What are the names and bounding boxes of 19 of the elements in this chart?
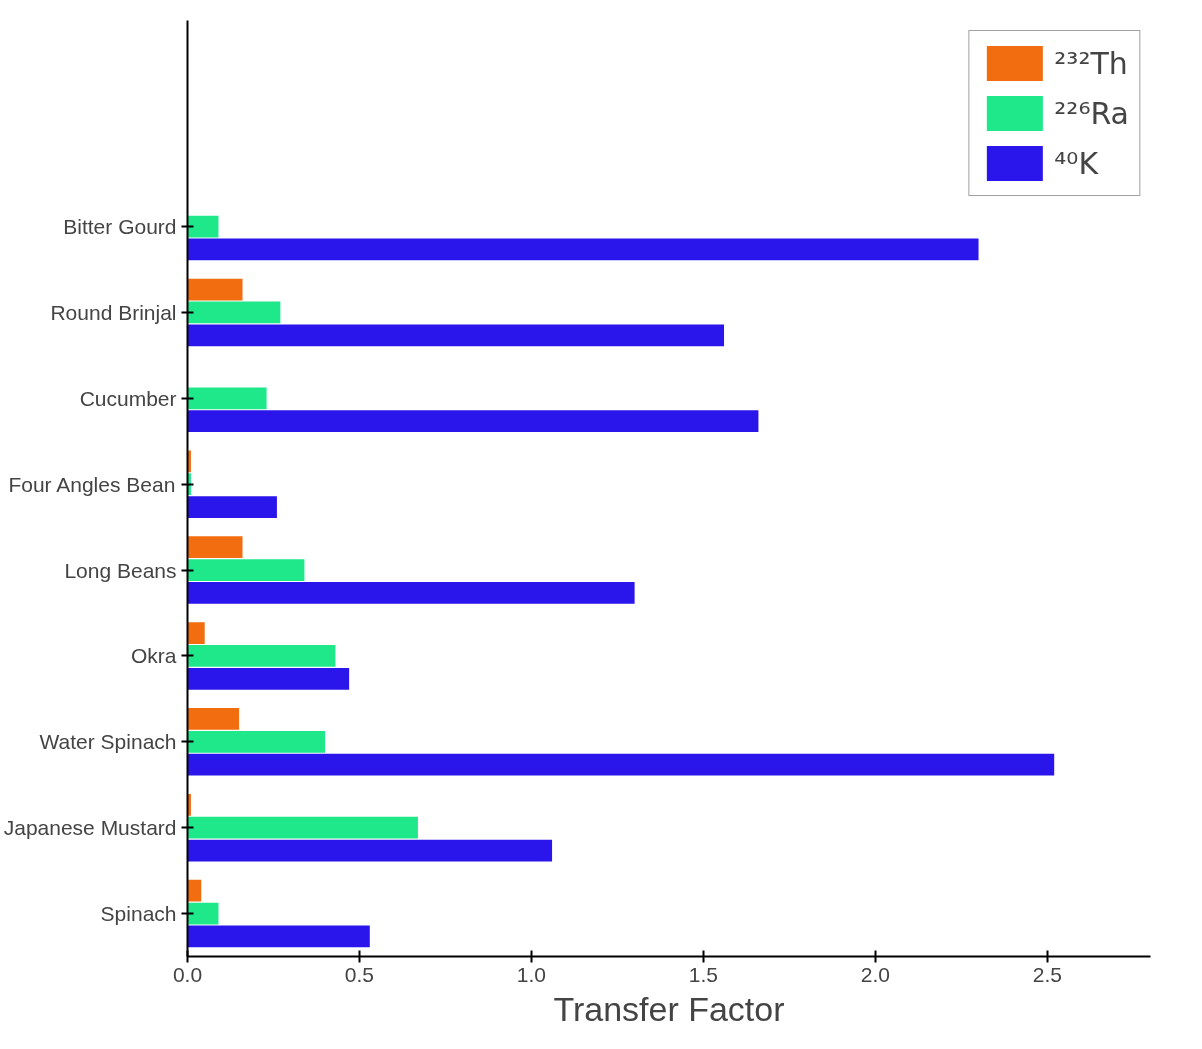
legend-label: ²²⁶Ra [1054,95,1129,131]
x-tick-label: 1.0 [516,962,547,986]
x-tick-label: 1.5 [688,962,718,986]
y-tick-label: Bitter Gourd [63,215,177,239]
y-tick-label: Spinach [100,902,177,926]
legend-label: ²³²Th [1054,45,1128,81]
y-tick-label: Round Brinjal [50,300,177,324]
y-tick-label: Cucumber [79,386,177,410]
x-axis-title: Transfer Factor [553,989,785,1028]
x-tick-label: 2.0 [860,962,890,986]
legend-label: ⁴⁰K [1054,145,1099,181]
x-tick-label: 0.0 [172,962,203,986]
x-tick-label: 2.5 [1032,962,1062,986]
y-tick-label: Long Beans [64,558,177,582]
y-tick-label: Four Angles Bean [8,472,176,496]
y-tick-label: Okra [130,644,177,668]
x-tick-label: 0.5 [344,962,375,986]
y-tick-label: Water Spinach [39,730,177,754]
y-tick-label: Japanese Mustard [3,816,177,840]
